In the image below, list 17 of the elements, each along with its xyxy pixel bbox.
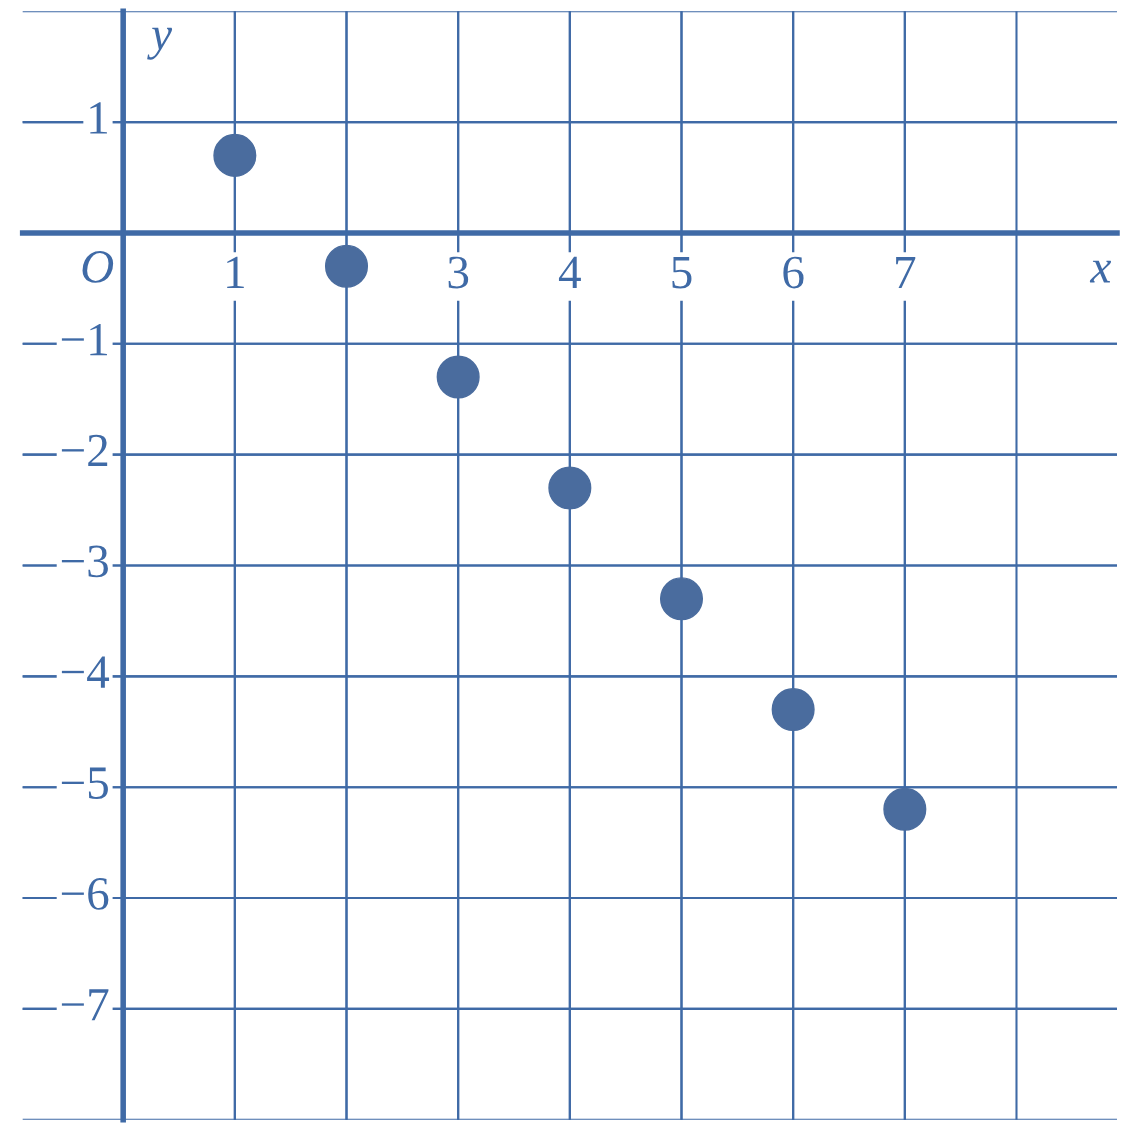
x-tick-label: 5	[672, 257, 692, 289]
y-tick-label: −3	[61, 545, 108, 578]
y-tick-label: −1	[61, 324, 107, 356]
x-tick-label: 6	[783, 256, 804, 289]
y-axis-title: y	[147, 27, 173, 60]
y-tick-label: −6	[61, 878, 109, 910]
y-tick-label: −5	[61, 767, 108, 799]
annotation: O	[82, 251, 114, 283]
x-tick-label: 1	[227, 256, 244, 288]
x-tick-label: 7	[896, 257, 916, 288]
y-tick-label: −4	[61, 656, 110, 688]
x-tick-label: 4	[558, 256, 581, 288]
x-axis-title: x	[1089, 260, 1112, 283]
y-tick-label: −2	[61, 434, 108, 467]
y-tick-label: 1	[90, 102, 107, 134]
x-tick-label: 3	[448, 256, 469, 289]
y-tick-label: −7	[61, 989, 109, 1021]
